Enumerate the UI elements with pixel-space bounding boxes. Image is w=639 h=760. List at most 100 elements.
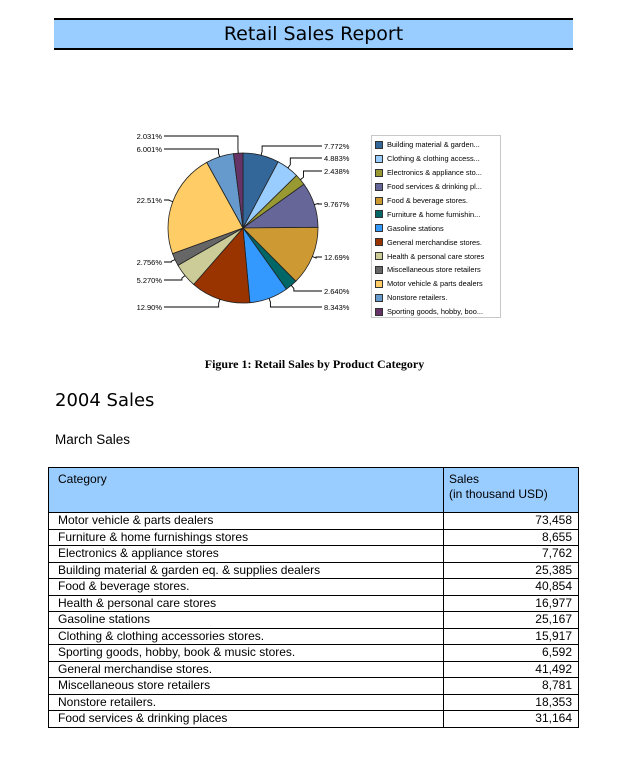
slice-percent-label: 2.756%	[137, 258, 163, 267]
pie-slice	[233, 152, 244, 229]
legend-item: Furniture & home furnishin...	[375, 207, 500, 221]
slice-percent-label: 12.90%	[137, 303, 163, 312]
slice-percent-label: 12.69%	[324, 253, 350, 262]
subsection-heading: March Sales	[55, 432, 131, 447]
legend-swatch-icon	[375, 265, 383, 274]
table-row: Nonstore retailers. 18,353	[48, 693, 579, 711]
legend-label: Motor vehicle & parts dealers	[387, 279, 483, 289]
legend-label: Health & personal care stores	[387, 251, 485, 261]
table-row: Clothing & clothing accessories stores. 1…	[48, 627, 579, 645]
sales-cell: 8,781	[443, 677, 579, 695]
slice-percent-label: 8.343%	[324, 303, 350, 312]
legend-swatch-icon	[375, 224, 383, 233]
report-title-bar: Retail Sales Report	[54, 18, 573, 50]
leader-line	[164, 199, 173, 203]
leader-line	[300, 170, 322, 181]
column-header-sales: Sales (in thousand USD)	[443, 467, 579, 513]
slice-percent-label: 2.031%	[137, 132, 163, 141]
category-cell: Health & personal care stores	[48, 594, 444, 612]
sales-cell: 41,492	[443, 660, 579, 678]
legend-item: General merchandise stores.	[375, 235, 500, 249]
table-row: Gasoline stations 25,167	[48, 611, 579, 629]
legend-swatch-icon	[375, 196, 383, 205]
legend-item: Sporting goods, hobby, boo...	[375, 305, 500, 319]
category-cell: Food services & drinking places	[48, 710, 444, 728]
leader-line	[164, 275, 186, 281]
sales-cell: 7,762	[443, 545, 579, 563]
leader-line	[164, 148, 221, 157]
category-cell: Building material & garden eq. & supplie…	[48, 561, 444, 579]
leader-line	[268, 298, 322, 308]
category-cell: Electronics & appliance stores	[48, 545, 444, 563]
table-row: Motor vehicle & parts dealers 73,458	[48, 512, 579, 530]
leader-line	[314, 202, 322, 206]
leader-line	[164, 135, 239, 154]
slice-percent-label: 2.640%	[324, 287, 350, 296]
legend-swatch-icon	[375, 154, 383, 163]
legend-swatch-icon	[375, 293, 383, 302]
legend-label: Gasoline stations	[387, 223, 444, 233]
sales-cell: 16,977	[443, 594, 579, 612]
legend-item: Food services & drinking pl...	[375, 180, 500, 194]
slice-percent-label: 7.772%	[324, 142, 350, 151]
column-header-category: Category	[48, 467, 444, 513]
legend-label: General merchandise stores.	[387, 237, 482, 247]
leader-line	[260, 145, 322, 156]
sales-cell: 40,854	[443, 578, 579, 596]
category-cell: Sporting goods, hobby, book & music stor…	[48, 644, 444, 662]
legend-swatch-icon	[375, 182, 383, 191]
legend-item: Building material & garden...	[375, 138, 500, 152]
legend-swatch-icon	[375, 279, 383, 288]
leader-line	[312, 256, 322, 259]
sales-cell: 73,458	[443, 512, 579, 530]
category-cell: Miscellaneous store retailers	[48, 677, 444, 695]
slice-percent-label: 4.883%	[324, 154, 350, 163]
legend-label: Miscellaneous store retailers	[387, 265, 481, 275]
legend-label: Food & beverage stores.	[387, 196, 468, 205]
table-header-row: Category Sales (in thousand USD)	[48, 467, 579, 513]
chart-legend: Building material & garden... Clothing & …	[371, 135, 501, 318]
legend-item: Electronics & appliance sto...	[375, 166, 500, 180]
legend-swatch-icon	[375, 252, 383, 261]
legend-item: Miscellaneous store retailers	[375, 263, 500, 277]
legend-item: Clothing & clothing access...	[375, 152, 500, 166]
pie-slice	[242, 226, 319, 282]
sales-header-line2: (in thousand USD)	[449, 487, 548, 501]
legend-swatch-icon	[375, 238, 383, 247]
category-cell: Nonstore retailers.	[48, 693, 444, 711]
legend-swatch-icon	[375, 210, 383, 219]
category-cell: Clothing & clothing accessories stores.	[48, 627, 444, 645]
table-row: Electronics & appliance stores 7,762	[48, 545, 579, 563]
sales-cell: 8,655	[443, 528, 579, 546]
legend-label: Furniture & home furnishin...	[387, 209, 481, 219]
legend-swatch-icon	[375, 307, 383, 316]
category-cell: Motor vehicle & parts dealers	[48, 512, 444, 530]
figure-caption: Figure 1: Retail Sales by Product Catego…	[204, 357, 425, 371]
legend-swatch-icon	[375, 140, 383, 149]
sales-table: Category Sales (in thousand USD) Motor v…	[48, 467, 579, 728]
table-row: Sporting goods, hobby, book & music stor…	[48, 644, 579, 662]
table-row: Miscellaneous store retailers 8,781	[48, 677, 579, 695]
table-row: Furniture & home furnishings stores 8,655	[48, 528, 579, 546]
table-row: General merchandise stores. 41,492	[48, 660, 579, 678]
pie-slice	[167, 161, 244, 255]
report-title: Retail Sales Report	[223, 23, 404, 45]
section-heading: 2004 Sales	[55, 390, 155, 411]
sales-cell: 25,385	[443, 561, 579, 579]
legend-item: Food & beverage stores.	[375, 194, 500, 208]
slice-percent-label: 9.767%	[324, 200, 350, 209]
pie-chart: 7.772% 4.883% 2.438% 9.767% 12.69% 2.640% 8.34…	[137, 132, 350, 312]
leader-line	[290, 285, 322, 292]
slice-percent-label: 22.51%	[137, 196, 163, 205]
sales-header-line1: Sales	[449, 472, 480, 486]
legend-item: Gasoline stations	[375, 221, 500, 235]
sales-cell: 15,917	[443, 627, 579, 645]
sales-cell: 25,167	[443, 611, 579, 629]
legend-label: Electronics & appliance sto...	[387, 168, 482, 178]
legend-label: Nonstore retailers.	[387, 293, 448, 303]
legend-label: Food services & drinking pl...	[387, 182, 482, 192]
legend-item: Health & personal care stores	[375, 249, 500, 263]
legend-item: Motor vehicle & parts dealers	[375, 277, 500, 291]
leader-line	[164, 299, 221, 308]
leader-line	[164, 259, 176, 263]
